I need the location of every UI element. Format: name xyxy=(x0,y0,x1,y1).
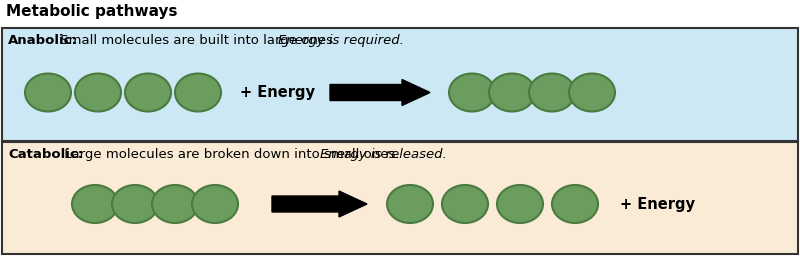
FancyArrow shape xyxy=(330,80,430,105)
Ellipse shape xyxy=(529,73,575,112)
Text: Energy is required.: Energy is required. xyxy=(278,34,404,47)
Ellipse shape xyxy=(72,185,118,223)
Ellipse shape xyxy=(442,185,488,223)
Ellipse shape xyxy=(125,73,171,112)
Ellipse shape xyxy=(387,185,433,223)
Ellipse shape xyxy=(497,185,543,223)
Ellipse shape xyxy=(489,73,535,112)
Text: Small molecules are built into large ones.: Small molecules are built into large one… xyxy=(56,34,342,47)
Ellipse shape xyxy=(152,185,198,223)
Ellipse shape xyxy=(175,73,221,112)
FancyBboxPatch shape xyxy=(2,28,798,141)
Ellipse shape xyxy=(569,73,615,112)
Text: Anabolic:: Anabolic: xyxy=(8,34,78,47)
Text: + Energy: + Energy xyxy=(241,85,315,100)
FancyBboxPatch shape xyxy=(2,142,798,254)
Ellipse shape xyxy=(112,185,158,223)
Ellipse shape xyxy=(75,73,121,112)
Ellipse shape xyxy=(449,73,495,112)
Text: Metabolic pathways: Metabolic pathways xyxy=(6,4,178,19)
FancyArrow shape xyxy=(272,191,367,217)
Ellipse shape xyxy=(192,185,238,223)
Ellipse shape xyxy=(552,185,598,223)
Ellipse shape xyxy=(25,73,71,112)
Text: Large molecules are broken down into small ones.: Large molecules are broken down into sma… xyxy=(60,148,404,161)
Text: Energy is released.: Energy is released. xyxy=(320,148,446,161)
Text: + Energy: + Energy xyxy=(621,197,695,211)
Text: Catabolic:: Catabolic: xyxy=(8,148,83,161)
